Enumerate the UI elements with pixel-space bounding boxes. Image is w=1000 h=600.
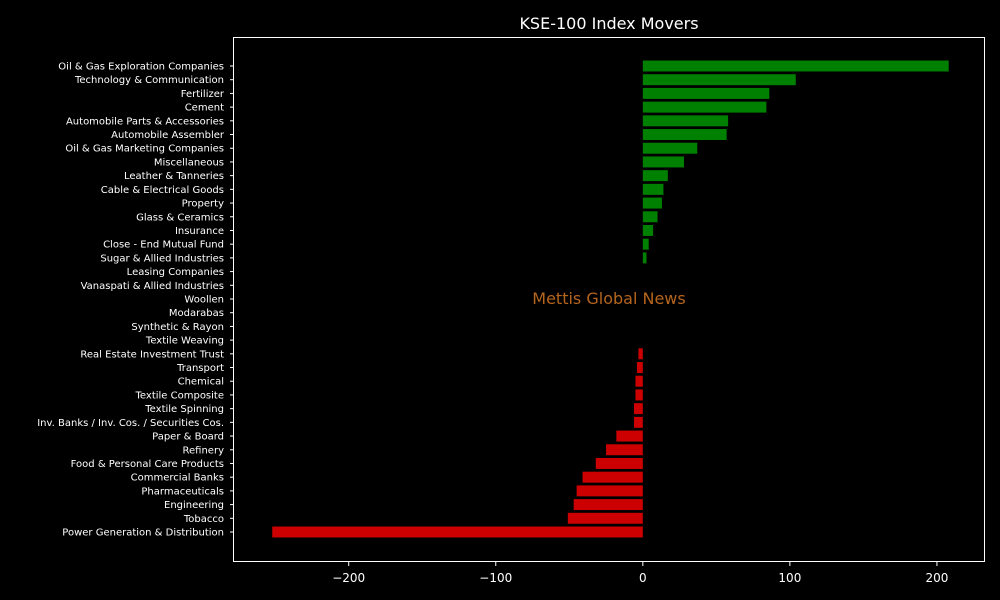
category-label: Commercial Banks xyxy=(131,473,224,484)
category-label: Woollen xyxy=(184,295,224,306)
category-label: Miscellaneous xyxy=(154,157,224,168)
bars-layer xyxy=(272,60,949,538)
bar xyxy=(642,156,684,168)
category-label: Inv. Banks / Inv. Cos. / Securities Cos. xyxy=(37,418,224,429)
category-label: Refinery xyxy=(183,445,225,456)
bar xyxy=(642,252,647,264)
bar xyxy=(642,115,729,127)
bar xyxy=(634,403,643,415)
category-label: Modarabas xyxy=(169,308,224,319)
category-label: Close - End Mutual Fund xyxy=(103,240,224,251)
category-label: Vanaspati & Allied Industries xyxy=(81,281,224,292)
bar xyxy=(567,512,643,524)
bar xyxy=(642,211,658,223)
category-label: Food & Personal Care Products xyxy=(71,459,224,470)
x-tick-label: −200 xyxy=(332,571,365,585)
bar xyxy=(635,375,643,387)
bar xyxy=(642,183,664,195)
category-label: Oil & Gas Marketing Companies xyxy=(65,144,224,155)
category-label: Sugar & Allied Industries xyxy=(100,253,224,264)
category-label: Chemical xyxy=(178,377,224,388)
category-label: Synthetic & Rayon xyxy=(131,322,224,333)
category-label: Textile Spinning xyxy=(144,404,224,415)
bar xyxy=(642,74,796,86)
bar xyxy=(642,197,662,209)
bar xyxy=(642,60,949,72)
category-label: Textile Composite xyxy=(135,390,224,401)
category-label: Engineering xyxy=(164,500,224,511)
bar xyxy=(616,430,643,442)
bar xyxy=(638,348,643,360)
bar xyxy=(595,457,643,469)
category-label: Automobile Parts & Accessories xyxy=(66,116,224,127)
category-label: Tobacco xyxy=(183,514,224,525)
category-label: Real Estate Investment Trust xyxy=(80,349,224,360)
category-label: Leather & Tanneries xyxy=(124,171,224,182)
x-axis: −200 −100 0 100 200 xyxy=(332,562,948,585)
category-label: Glass & Ceramics xyxy=(136,212,224,223)
category-label: Fertilizer xyxy=(181,89,225,100)
x-tick-label: 0 xyxy=(639,571,647,585)
bar xyxy=(642,170,668,182)
bar xyxy=(635,389,643,401)
bar xyxy=(606,444,643,456)
watermark: Mettis Global News xyxy=(532,289,685,308)
category-label: Leasing Companies xyxy=(127,267,224,278)
category-label: Textile Weaving xyxy=(145,336,224,347)
chart-title: KSE-100 Index Movers xyxy=(519,14,698,33)
bar xyxy=(642,101,767,113)
bar xyxy=(642,129,727,141)
bar xyxy=(642,224,654,236)
category-label: Transport xyxy=(176,363,224,374)
bar xyxy=(634,416,643,428)
category-labels: Oil & Gas Exploration Companies Technolog… xyxy=(37,62,234,539)
bar xyxy=(642,238,649,250)
category-label: Property xyxy=(182,199,224,210)
x-tick-label: −100 xyxy=(479,571,512,585)
bar xyxy=(636,362,643,374)
bar xyxy=(642,87,770,99)
category-label: Paper & Board xyxy=(152,432,224,443)
bar xyxy=(573,499,643,511)
bar xyxy=(576,485,643,497)
category-label: Cement xyxy=(185,103,224,114)
category-label: Automobile Assembler xyxy=(111,130,225,141)
x-tick-label: 100 xyxy=(778,571,801,585)
bar xyxy=(272,526,643,538)
bar xyxy=(582,471,643,483)
category-label: Insurance xyxy=(175,226,224,237)
x-tick-label: 200 xyxy=(925,571,948,585)
bar xyxy=(642,142,698,154)
category-label: Oil & Gas Exploration Companies xyxy=(58,62,224,73)
category-label: Pharmaceuticals xyxy=(141,486,224,497)
category-label: Technology & Communication xyxy=(74,75,224,86)
category-label: Power Generation & Distribution xyxy=(62,528,224,539)
category-label: Cable & Electrical Goods xyxy=(101,185,224,196)
